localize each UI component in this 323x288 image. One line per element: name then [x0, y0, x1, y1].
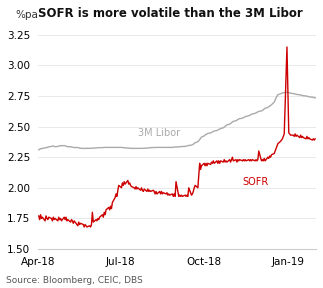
Text: %pa: %pa — [16, 10, 38, 20]
Text: 3M Libor: 3M Libor — [138, 128, 180, 138]
Text: SOFR is more volatile than the 3M Libor: SOFR is more volatile than the 3M Libor — [38, 7, 303, 20]
Text: SOFR: SOFR — [242, 177, 269, 187]
Text: Source: Bloomberg, CEIC, DBS: Source: Bloomberg, CEIC, DBS — [6, 276, 143, 285]
